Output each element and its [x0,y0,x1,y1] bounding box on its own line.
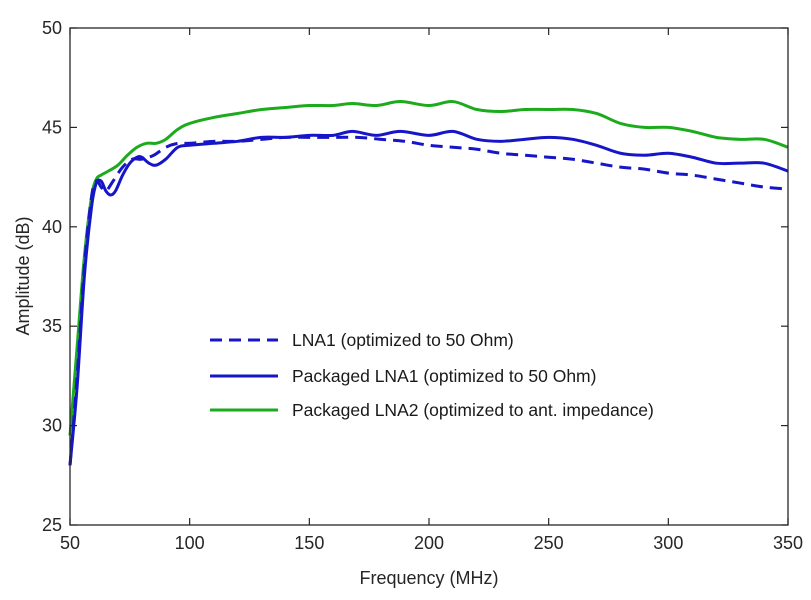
x-tick-label: 100 [175,533,205,553]
legend: LNA1 (optimized to 50 Ohm) Packaged LNA1 … [210,330,654,420]
legend-label-3: Packaged LNA2 (optimized to ant. impedan… [292,400,654,420]
y-tick-label: 45 [42,117,62,137]
y-tick-label: 25 [42,515,62,535]
x-tick-label: 350 [773,533,803,553]
x-tick-label: 300 [653,533,683,553]
y-tick-label: 35 [42,316,62,336]
x-tick-label: 150 [294,533,324,553]
legend-label-2: Packaged LNA1 (optimized to 50 Ohm) [292,366,596,386]
y-tick-label: 30 [42,416,62,436]
series-line-1 [68,135,789,466]
series-lines [68,100,789,466]
y-axis-label: Amplitude (dB) [13,216,33,335]
series-line-3 [68,100,789,436]
x-tick-label: 200 [414,533,444,553]
plot-area-frame [69,27,789,526]
legend-label-1: LNA1 (optimized to 50 Ohm) [292,330,514,350]
x-tick-label: 50 [60,533,80,553]
axis-ticks: 50 100 150 200 250 300 350 25 30 35 40 45 50 [42,18,803,553]
x-tick-label: 250 [534,533,564,553]
y-tick-label: 50 [42,18,62,38]
y-tick-label: 40 [42,217,62,237]
x-axis-label: Frequency (MHz) [359,568,498,588]
